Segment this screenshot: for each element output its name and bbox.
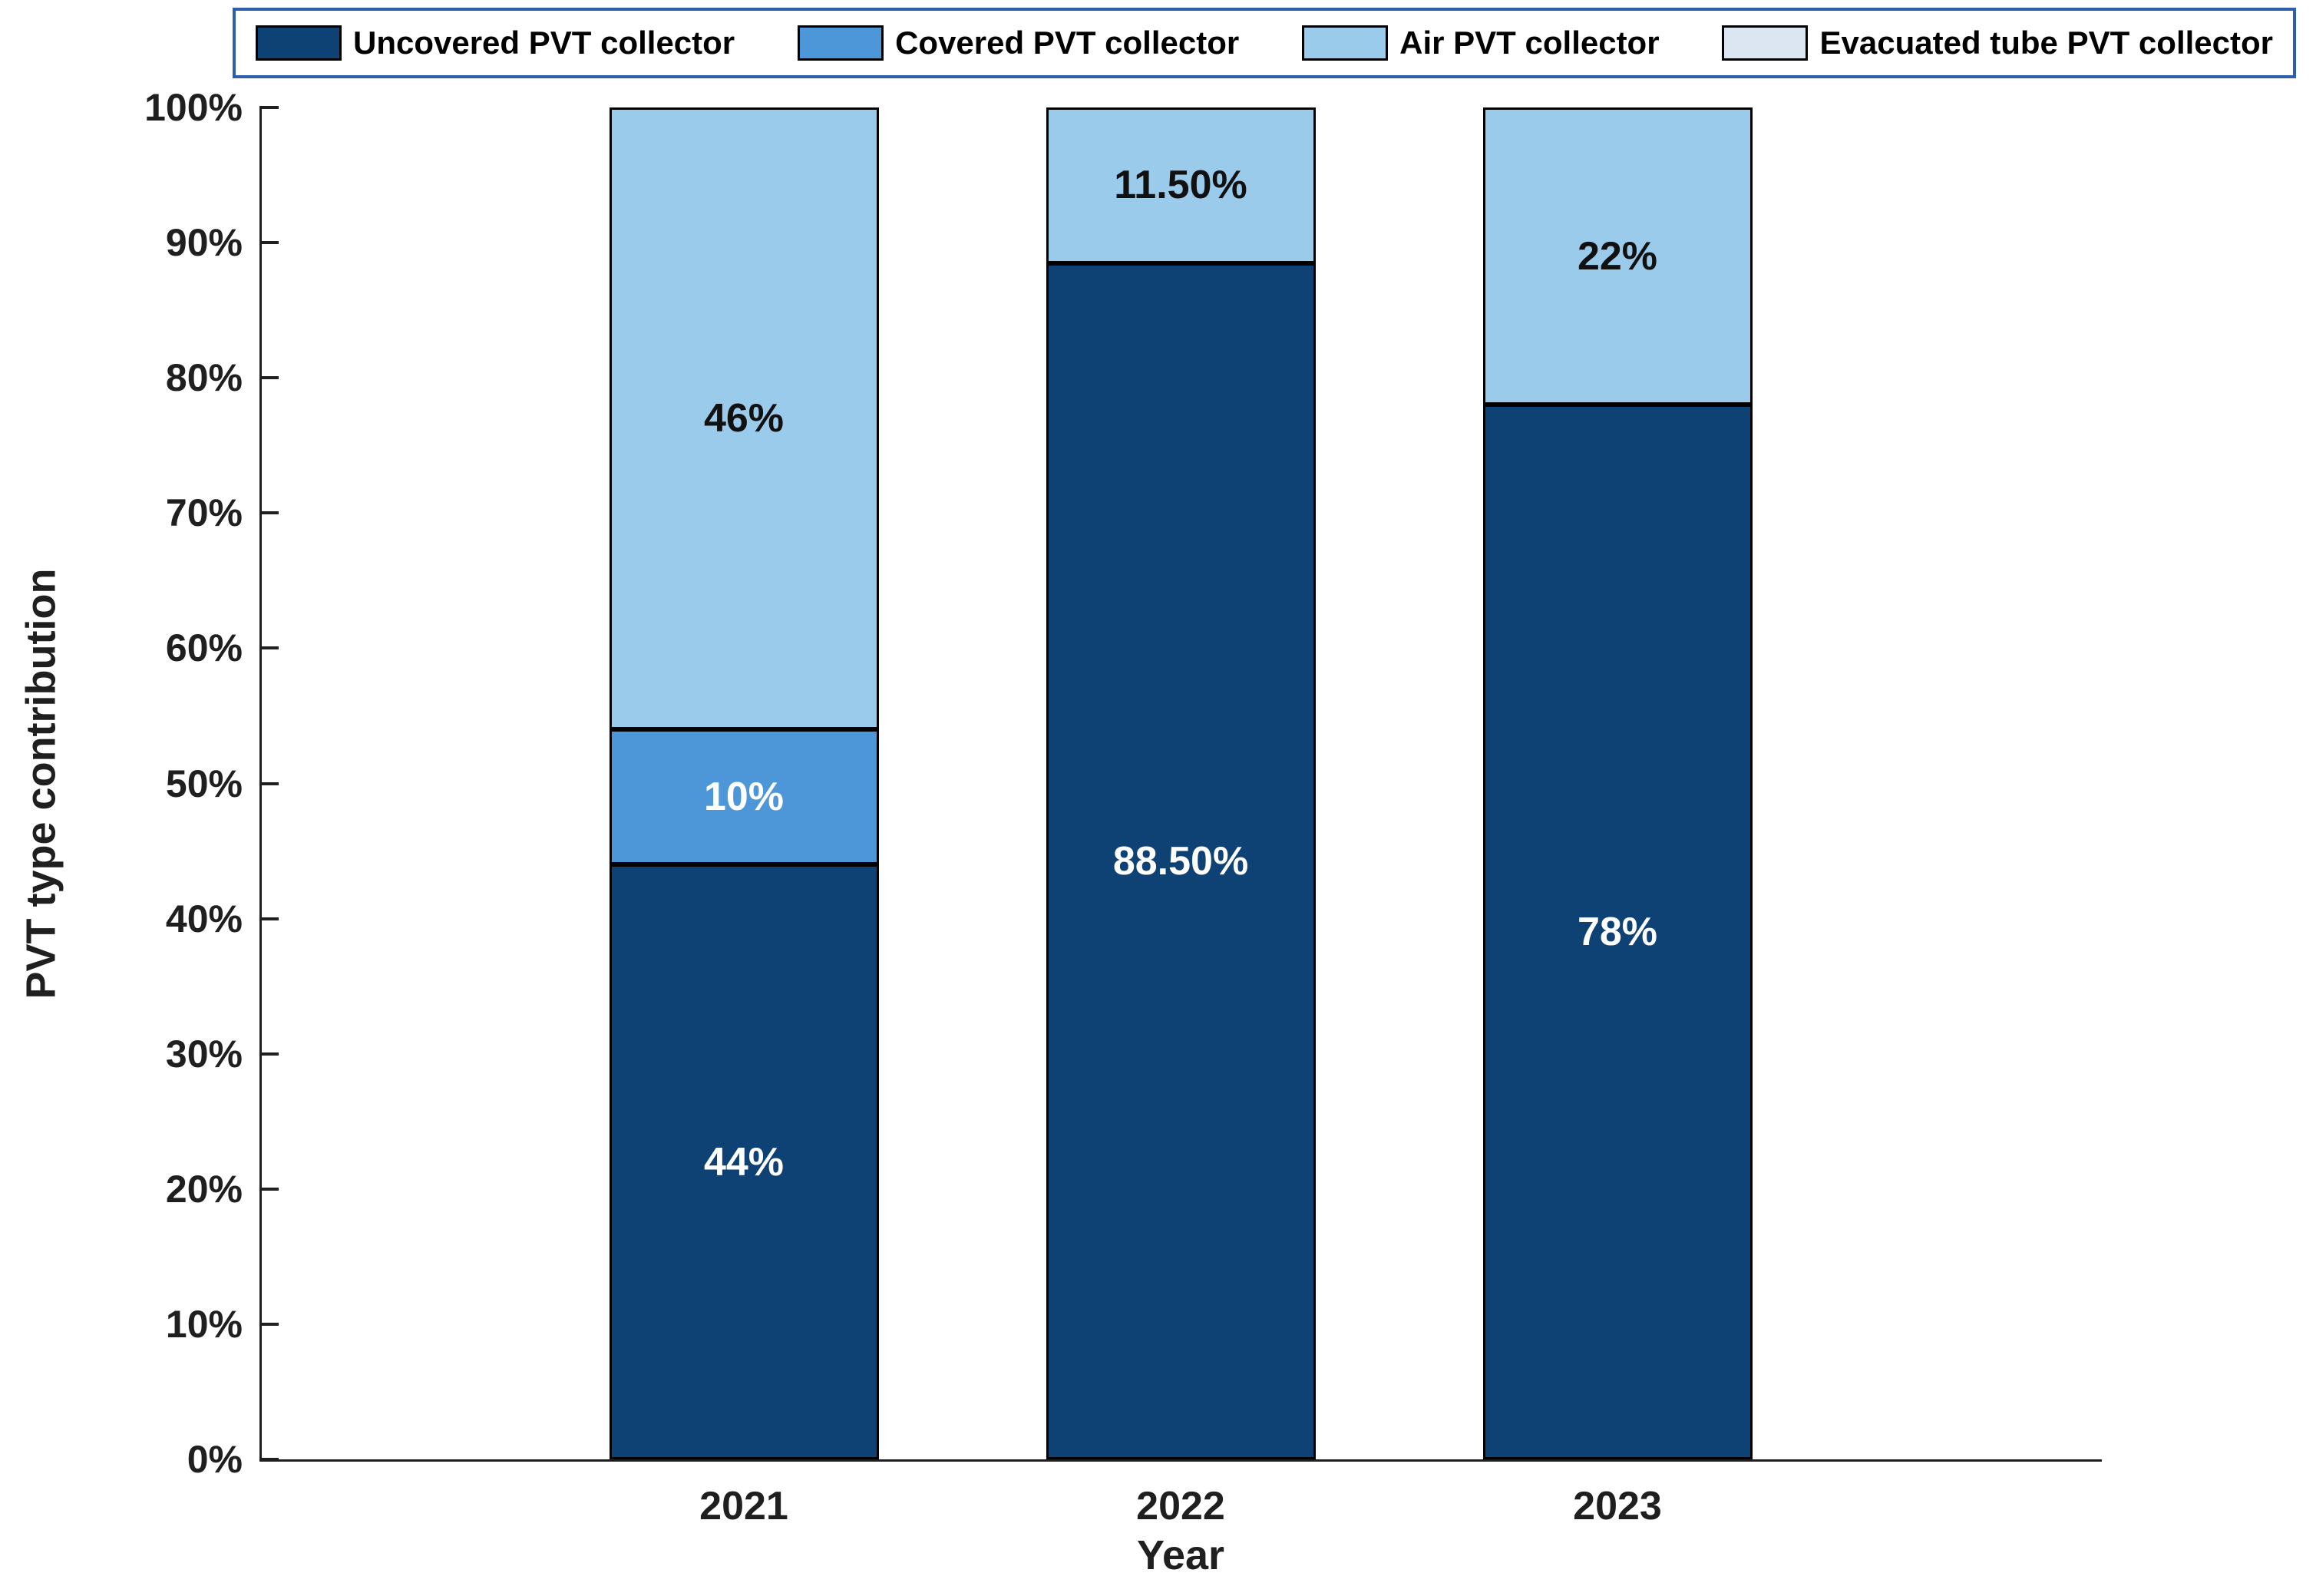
- y-tick-label: 100%: [144, 86, 243, 129]
- y-tick-label: 50%: [165, 762, 243, 805]
- legend-item-label: Air PVT collector: [1399, 25, 1660, 61]
- y-tick-label: 70%: [165, 491, 243, 535]
- x-axis-line: [259, 1459, 2102, 1462]
- y-tick-mark: [259, 376, 279, 380]
- y-tick-mark: [259, 106, 279, 109]
- bar-segment-2021-1: [609, 864, 879, 1459]
- y-tick-mark: [259, 646, 279, 650]
- y-tick-label: 80%: [165, 356, 243, 400]
- legend-item-label: Evacuated tube PVT collector: [1819, 25, 2273, 61]
- bar-value-label: 78%: [1577, 910, 1658, 955]
- y-tick-label: 40%: [165, 897, 243, 940]
- bar-value-label: 88.50%: [1112, 838, 1249, 884]
- y-tick-label: 90%: [165, 221, 243, 265]
- bar-segment-2022-1: [1046, 263, 1316, 1459]
- legend-swatch-icon: [1302, 25, 1389, 61]
- bar-value-label: 10%: [703, 775, 785, 820]
- x-tick-label-2021: 2021: [699, 1484, 788, 1528]
- x-tick-label-2023: 2023: [1573, 1484, 1662, 1528]
- y-tick-mark: [259, 1322, 279, 1326]
- legend-item-label: Covered PVT collector: [895, 25, 1240, 61]
- legend-item-3: Air PVT collector: [1302, 25, 1660, 61]
- y-tick-mark: [259, 1187, 279, 1191]
- bar-value-label: 46%: [703, 396, 785, 441]
- legend-swatch-icon: [798, 25, 884, 61]
- y-tick-mark: [259, 1052, 279, 1056]
- legend-item-2: Covered PVT collector: [798, 25, 1239, 61]
- x-axis-title: Year: [1136, 1532, 1225, 1578]
- y-tick-mark: [259, 917, 279, 920]
- y-tick-label: 10%: [165, 1302, 243, 1346]
- bar-segment-2021-2: [609, 729, 879, 865]
- y-tick-label: 20%: [165, 1167, 243, 1211]
- bar-value-label: 11.50%: [1114, 163, 1247, 208]
- y-tick-mark: [259, 511, 279, 515]
- legend: Uncovered PVT collector Covered PVT colle…: [233, 8, 2296, 78]
- y-tick-label: 60%: [165, 626, 243, 670]
- bar-value-label: 44%: [703, 1139, 785, 1185]
- legend-swatch-icon: [256, 25, 342, 61]
- bar-segment-2022-3: [1046, 107, 1316, 263]
- legend-swatch-icon: [1722, 25, 1809, 61]
- y-tick-mark: [259, 1458, 279, 1461]
- legend-item-1: Uncovered PVT collector: [256, 25, 735, 61]
- bar-value-label: 22%: [1577, 233, 1658, 279]
- y-tick-mark: [259, 241, 279, 245]
- x-tick-label-2022: 2022: [1136, 1484, 1225, 1528]
- bar-segment-2023-3: [1482, 107, 1753, 405]
- y-tick-label: 30%: [165, 1032, 243, 1076]
- legend-item-4: Evacuated tube PVT collector: [1722, 25, 2273, 61]
- bar-segment-2023-1: [1482, 405, 1753, 1459]
- y-tick-label: 0%: [187, 1438, 243, 1481]
- y-tick-mark: [259, 781, 279, 785]
- legend-item-label: Uncovered PVT collector: [353, 25, 735, 61]
- bar-segment-2021-3: [609, 107, 879, 730]
